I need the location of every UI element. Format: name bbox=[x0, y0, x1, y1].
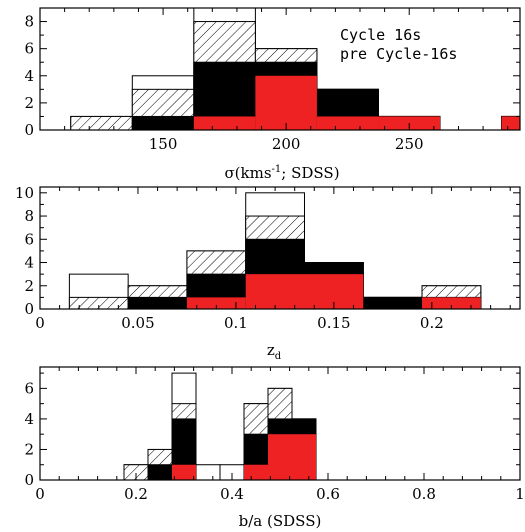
y-tick-label: 4 bbox=[24, 254, 34, 272]
bar-red-1-2 bbox=[186, 297, 246, 309]
y-tick-label: 2 bbox=[24, 440, 34, 458]
y-tick-label: 10 bbox=[15, 184, 34, 202]
y-tick-label: 6 bbox=[24, 379, 34, 397]
x-tick-label: 0 bbox=[35, 314, 45, 332]
bar-red-0-3 bbox=[255, 75, 317, 130]
x-tick-label: 0.4 bbox=[220, 485, 244, 503]
panel-frame-2 bbox=[39, 366, 521, 481]
x-tick-label: 0.2 bbox=[124, 485, 148, 503]
panel-frame-0 bbox=[39, 7, 521, 131]
panel-frame-1 bbox=[39, 186, 521, 310]
bar-red-0-2 bbox=[193, 116, 256, 130]
bar-red-0-4 bbox=[316, 116, 379, 130]
x-axis-label-zd: zd bbox=[267, 341, 282, 362]
x-tick-label: 0.15 bbox=[317, 314, 350, 332]
x-axis-label-ba: b/a (SDSS) bbox=[239, 512, 322, 530]
ba-histogram-panel: 0 2 4 6 0 0.2 0.4 0.6 0.8 1 bbox=[24, 366, 525, 503]
y-tick-label: 2 bbox=[24, 277, 34, 295]
bar-red-2-6 bbox=[268, 434, 292, 480]
x-axis-label-sigma: σ(kms-1; SDSS) bbox=[224, 164, 339, 182]
y-tick-label: 4 bbox=[24, 410, 34, 428]
bar-red-2-7 bbox=[292, 434, 316, 480]
legend-cycle16s: Cycle 16s bbox=[340, 26, 421, 44]
x-tick-label: 0.2 bbox=[420, 314, 444, 332]
y-tick-label: 4 bbox=[24, 67, 34, 85]
bar-red-2-5 bbox=[244, 464, 268, 480]
bar-hatched-0-0 bbox=[70, 115, 133, 130]
sigma-histogram-panel: 0 2 4 6 8 150 200 250 bbox=[24, 7, 521, 153]
x-tick-label: 1 bbox=[515, 485, 525, 503]
y-tick-label: 8 bbox=[24, 207, 34, 225]
zd-histogram-panel: 0 2 4 6 8 10 0 0.05 0.1 0.15 0.2 bbox=[15, 184, 521, 332]
bar-open-2-3 bbox=[195, 464, 221, 480]
y-tick-label: 0 bbox=[24, 471, 34, 489]
x-tick-label: 200 bbox=[272, 135, 301, 153]
y-tick-label: 0 bbox=[24, 121, 34, 139]
y-tick-label: 0 bbox=[24, 300, 34, 318]
legend-pre-cycle16s: pre Cycle-16s bbox=[340, 45, 457, 63]
x-tick-label: 0.6 bbox=[316, 485, 340, 503]
bar-red-1-6 bbox=[422, 297, 481, 309]
x-tick-label: 0.8 bbox=[412, 485, 436, 503]
bar-red-2-2 bbox=[172, 464, 196, 480]
x-tick-label: 0.1 bbox=[224, 314, 248, 332]
x-tick-label: 150 bbox=[149, 135, 178, 153]
y-tick-label: 6 bbox=[24, 230, 34, 248]
bar-red-0-7 bbox=[501, 116, 520, 130]
y-tick-label: 2 bbox=[24, 94, 34, 112]
bar-solid-2-1 bbox=[147, 464, 173, 480]
x-tick-label: 0.05 bbox=[121, 314, 154, 332]
y-tick-label: 8 bbox=[24, 13, 34, 31]
x-tick-label: 250 bbox=[395, 135, 424, 153]
y-tick-label: 6 bbox=[24, 40, 34, 58]
x-tick-label: 0 bbox=[35, 485, 45, 503]
bar-red-1-3 bbox=[245, 274, 305, 309]
